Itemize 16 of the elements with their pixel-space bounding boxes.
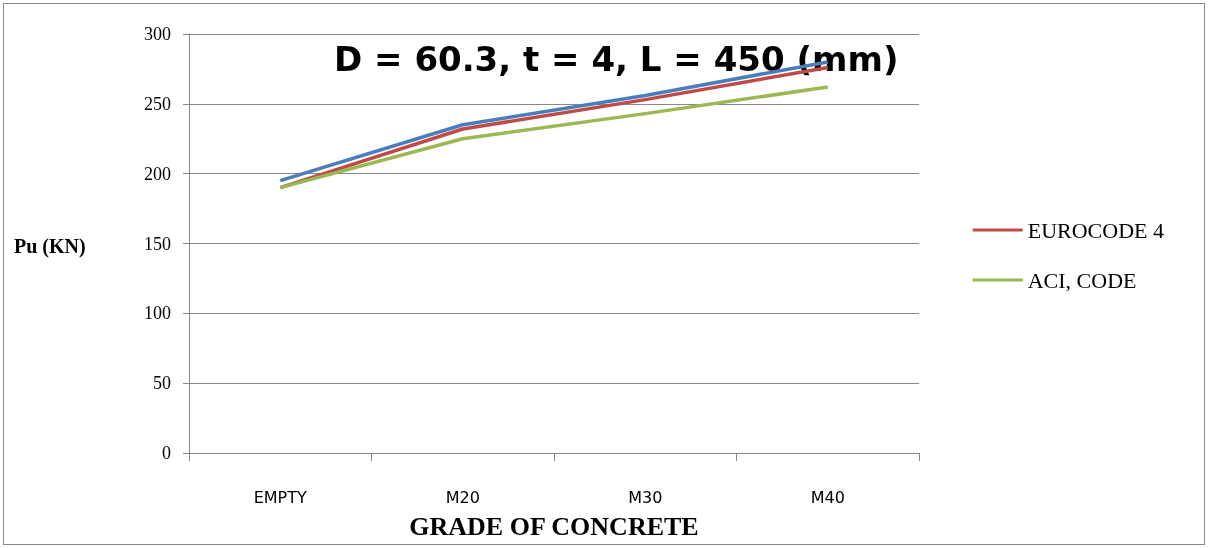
x-tick-label: M40 (810, 487, 845, 507)
y-tick-label: 50 (153, 373, 171, 394)
x-tick-label: EMPTY (253, 487, 308, 507)
y-axis-title: Pu (KN) (14, 235, 86, 258)
legend-label: ACI, CODE (1027, 267, 1137, 293)
line-series (278, 85, 830, 190)
x-axis-title: GRADE OF CONCRETE (409, 511, 699, 541)
x-tick-label: M30 (628, 487, 663, 507)
y-tick-label: 250 (144, 93, 171, 114)
y-tick-label: 200 (144, 163, 171, 184)
legend-label: EUROCODE 4 (1027, 217, 1165, 243)
x-tick-label: M20 (445, 487, 480, 507)
y-tick-label: 100 (144, 303, 171, 324)
y-tick-label: 300 (144, 24, 171, 44)
y-tick-label: 150 (144, 233, 171, 254)
y-tick-label: 0 (162, 443, 171, 463)
